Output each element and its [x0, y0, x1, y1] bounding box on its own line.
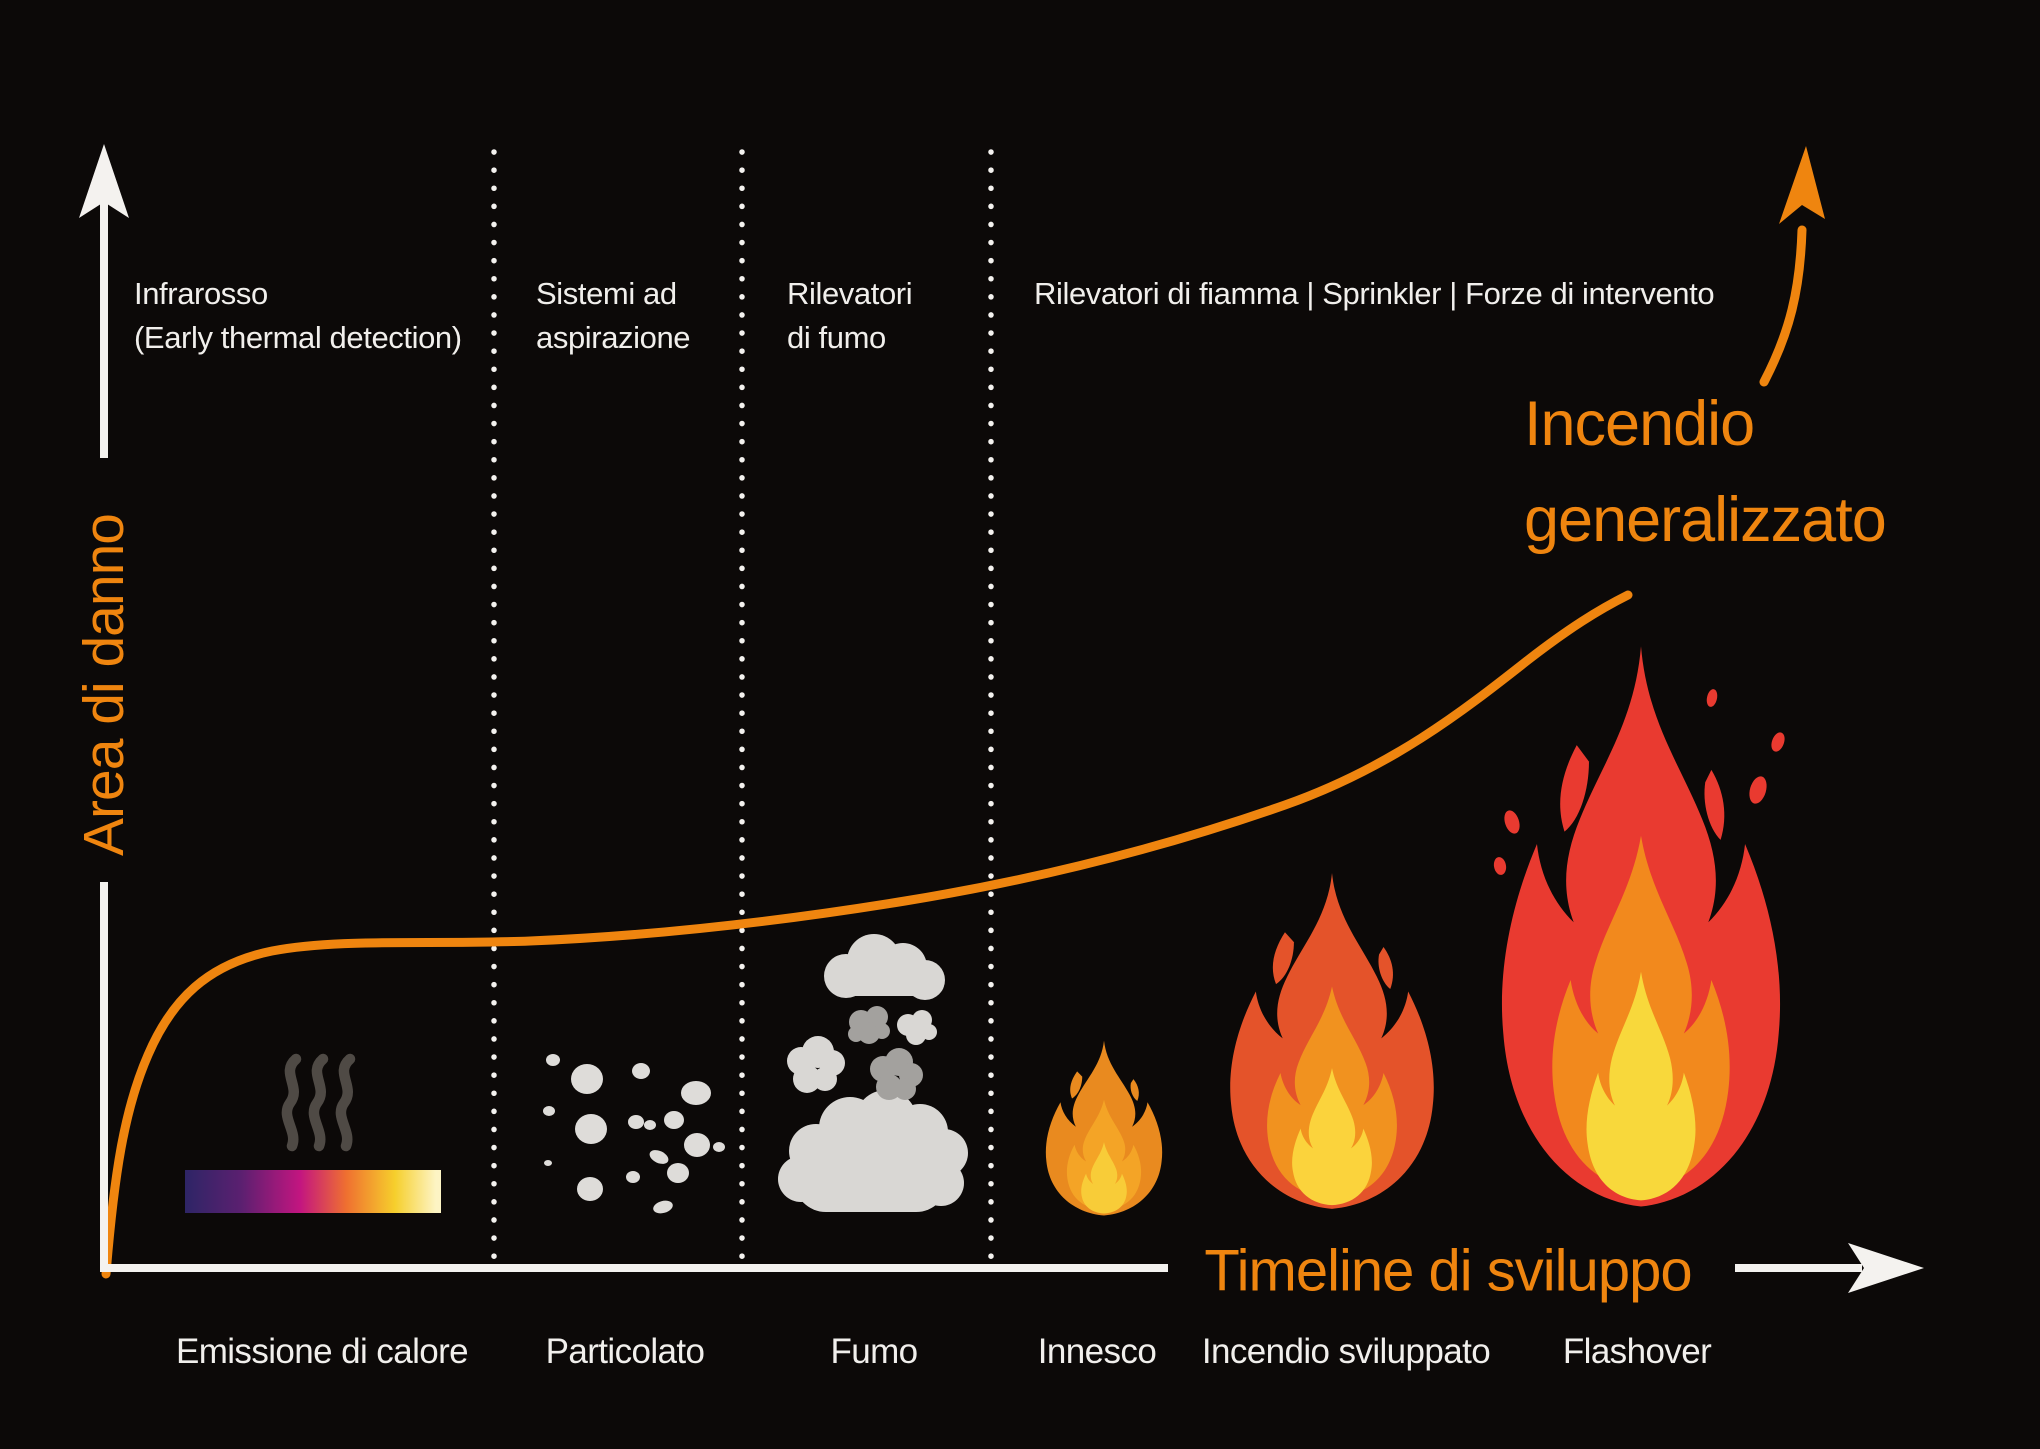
x-axis-title: Timeline di sviluppo: [1204, 1238, 1692, 1304]
flashover-flame-icon: [1493, 646, 1785, 1207]
zone-label-line: Infrarosso: [134, 276, 268, 311]
zone-label-infrared: Infrarosso (Early thermal detection): [134, 272, 462, 360]
zone-label-aspiration-systems: Sistemi ad aspirazione: [536, 272, 691, 360]
smoke-clouds-dark: [848, 1006, 923, 1100]
particulate-icon: [543, 1054, 725, 1214]
smoke-icon: [778, 934, 968, 1212]
zone-label-flame-sprinkler-intervention: Rilevatori di fiamma | Sprinkler | Forze…: [1034, 272, 1715, 316]
heat-emission-icon: [185, 1053, 441, 1213]
developed-fire-icon: [1230, 872, 1434, 1209]
zone-label-line: Rilevatori di fiamma | Sprinkler | Forze…: [1034, 276, 1715, 311]
smoke-clouds-light: [778, 934, 968, 1212]
zone-label-smoke-detectors: Rilevatori di fumo: [787, 272, 913, 360]
zone-separator-lines: [491, 149, 994, 1263]
thermal-gradient-bar: [185, 1170, 441, 1213]
x-axis-arrowhead: [1848, 1243, 1924, 1293]
annotation-line: Incendio: [1524, 389, 1755, 459]
stage-label-smoke: Fumo: [830, 1332, 918, 1371]
escalation-arrow: [1759, 146, 1825, 387]
zone-label-line: di fumo: [787, 320, 886, 355]
zone-label-line: aspirazione: [536, 320, 691, 355]
flashover-annotation: Incendio generalizzato: [1524, 376, 1887, 568]
zone-label-line: (Early thermal detection): [134, 320, 462, 355]
stage-label-ignition: Innesco: [1037, 1332, 1157, 1371]
small-flame-icon: [1045, 1040, 1163, 1216]
damage-growth-curve: [101, 590, 1633, 1279]
zone-label-line: Sistemi ad: [536, 276, 677, 311]
zone-label-line: Rilevatori: [787, 276, 913, 311]
y-axis-arrowhead: [79, 144, 129, 218]
stage-label-particulate: Particolato: [545, 1332, 705, 1371]
stage-label-developed-fire: Incendio sviluppato: [1201, 1332, 1491, 1371]
stage-label-flashover: Flashover: [1562, 1332, 1712, 1371]
stage-label-heat-emission: Emissione di calore: [175, 1332, 469, 1371]
annotation-line: generalizzato: [1524, 485, 1887, 555]
y-axis-title: Area di danno: [72, 514, 136, 856]
axes: [100, 200, 1862, 1272]
